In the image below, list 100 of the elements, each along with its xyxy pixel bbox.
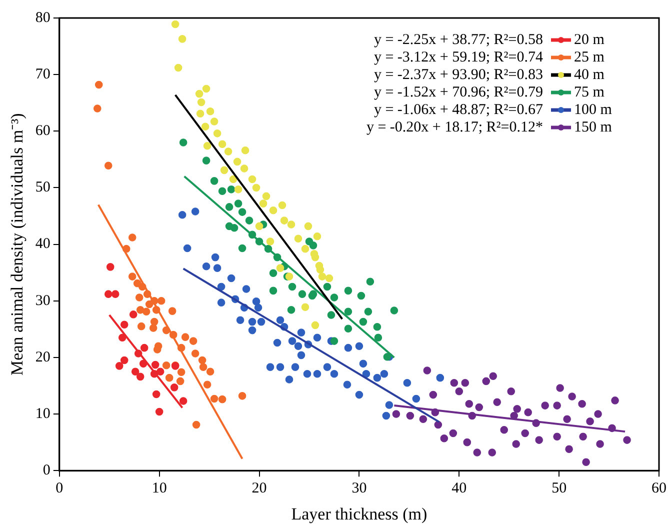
- point: [217, 282, 226, 291]
- point: [218, 140, 226, 148]
- x-tick-label: 20: [252, 480, 267, 497]
- point: [136, 372, 144, 381]
- point: [189, 337, 198, 345]
- point: [297, 328, 306, 336]
- point: [176, 377, 184, 386]
- point: [174, 64, 182, 72]
- point: [301, 303, 310, 311]
- point: [248, 175, 256, 184]
- point: [563, 415, 571, 424]
- point: [262, 192, 270, 200]
- point: [269, 286, 278, 295]
- point: [128, 234, 136, 242]
- point: [224, 148, 232, 156]
- point: [565, 445, 573, 453]
- point: [192, 420, 200, 429]
- point: [278, 201, 286, 210]
- point: [217, 298, 226, 306]
- point: [343, 380, 352, 389]
- point: [436, 374, 444, 382]
- point: [238, 208, 246, 216]
- point: [380, 370, 388, 378]
- annotation: y = -2.37x + 93.90; R²=0.83: [374, 66, 543, 83]
- point: [198, 356, 206, 364]
- point: [553, 402, 561, 410]
- point: [242, 285, 250, 293]
- point: [541, 402, 549, 410]
- x-tick-label: 10: [152, 480, 167, 497]
- point: [493, 398, 502, 406]
- point: [150, 318, 158, 326]
- point: [151, 360, 160, 369]
- point: [118, 334, 126, 342]
- point: [106, 263, 114, 271]
- point: [429, 390, 438, 399]
- point: [327, 311, 336, 319]
- point: [524, 408, 532, 416]
- x-tick-label: 40: [452, 480, 467, 497]
- point: [500, 426, 508, 434]
- point: [210, 177, 218, 185]
- point: [423, 366, 432, 374]
- point: [233, 158, 242, 166]
- point: [199, 363, 208, 371]
- point: [191, 350, 200, 358]
- x-tick-label: 30: [352, 480, 367, 497]
- point: [128, 272, 136, 280]
- point: [280, 216, 288, 224]
- point: [288, 337, 296, 345]
- point: [303, 370, 312, 378]
- point: [202, 262, 210, 270]
- point: [568, 392, 576, 400]
- point: [611, 396, 619, 404]
- point: [355, 342, 364, 350]
- point: [301, 244, 310, 253]
- point: [373, 323, 382, 331]
- point: [373, 374, 382, 382]
- point: [330, 370, 338, 378]
- point: [465, 400, 474, 408]
- point: [323, 363, 332, 371]
- point: [191, 208, 200, 216]
- x-tick-label: 0: [56, 480, 64, 497]
- point: [304, 222, 312, 230]
- annotation: y = -0.20x + 18.17; R²=0.12*: [366, 119, 543, 136]
- point: [183, 244, 192, 252]
- annotation: y = -1.06x + 48.87; R²=0.67: [374, 102, 544, 118]
- y-tick-label: 10: [35, 406, 50, 422]
- point: [344, 324, 352, 332]
- point: [104, 290, 112, 298]
- annotation: y = -1.52x + 70.96; R²=0.79: [374, 84, 543, 100]
- point: [252, 184, 260, 192]
- point: [111, 290, 120, 298]
- point: [248, 318, 256, 326]
- point: [475, 403, 484, 412]
- point: [201, 122, 210, 131]
- point: [269, 206, 278, 214]
- point: [240, 164, 248, 172]
- point: [211, 253, 220, 262]
- y-tick-label: 0: [42, 462, 50, 479]
- point: [323, 282, 332, 291]
- point: [255, 222, 264, 230]
- y-tick-label: 70: [35, 66, 50, 83]
- point: [344, 344, 352, 352]
- point: [202, 84, 210, 93]
- y-tick-label: 50: [35, 180, 50, 196]
- y-tick-label: 60: [35, 123, 50, 140]
- point: [206, 107, 214, 116]
- point: [287, 306, 296, 314]
- point: [291, 363, 300, 371]
- point: [177, 368, 186, 376]
- point: [156, 368, 164, 376]
- point: [203, 380, 212, 389]
- legend-label: 75 m: [574, 84, 605, 100]
- point: [285, 376, 294, 384]
- point: [392, 410, 400, 418]
- point: [390, 306, 398, 314]
- point: [206, 368, 214, 376]
- point: [142, 308, 150, 316]
- point: [140, 344, 148, 352]
- point: [374, 334, 382, 342]
- point: [152, 390, 160, 398]
